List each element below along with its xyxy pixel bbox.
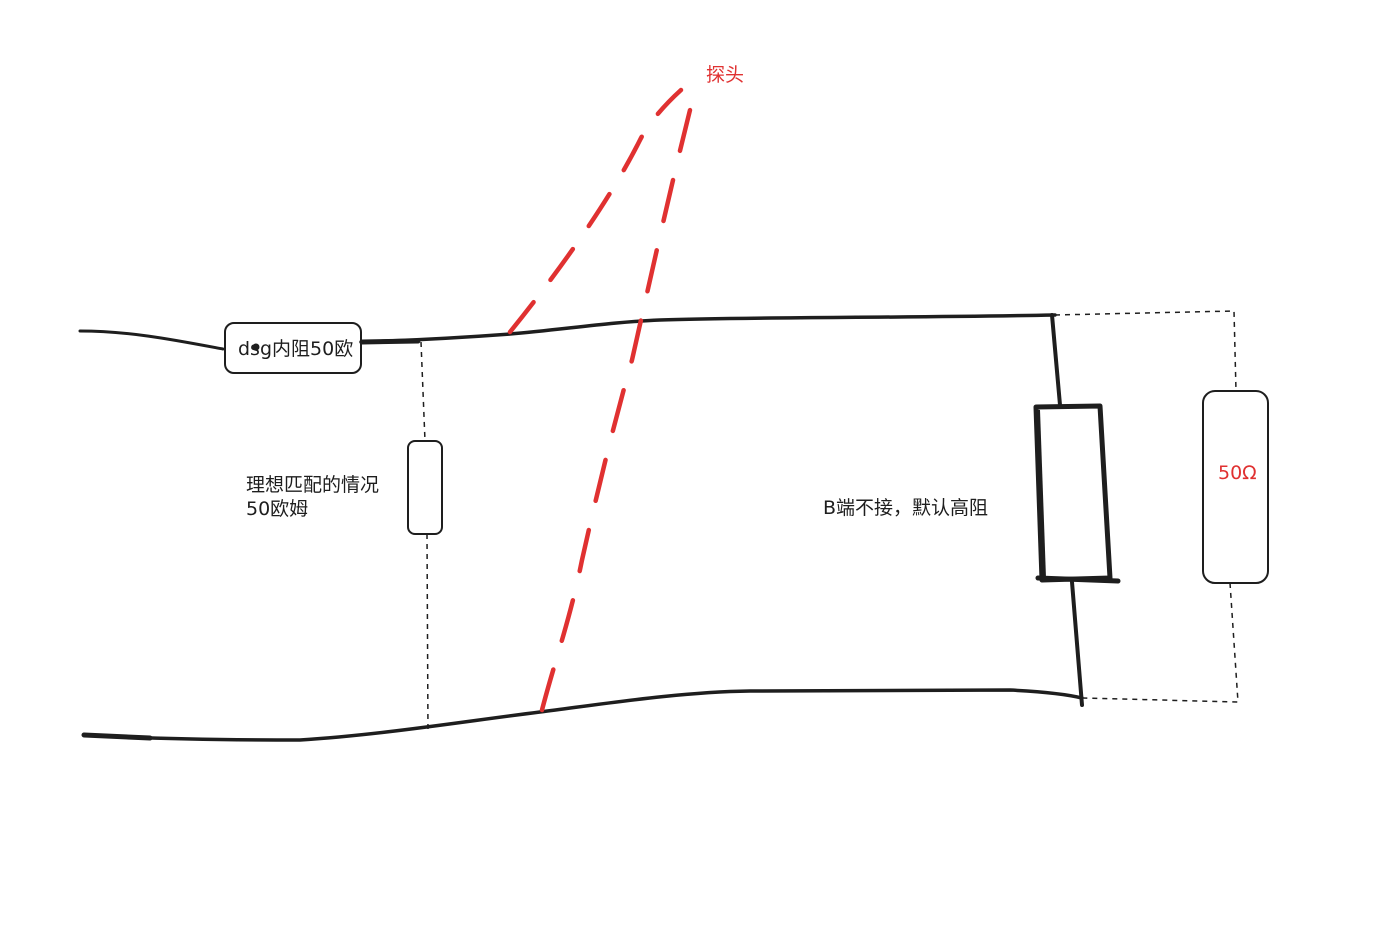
probe-line-left	[507, 87, 684, 335]
load-dash-top	[1054, 310, 1237, 392]
b-end-resistor-bottom-bar	[1035, 575, 1121, 584]
ideal-load-dash-top	[420, 341, 426, 442]
probe-label: 探头	[706, 64, 745, 86]
source-dot	[252, 343, 260, 351]
ideal-match-line2: 50欧姆	[246, 498, 309, 520]
input-wire	[78, 329, 225, 351]
source-box	[224, 322, 362, 374]
ideal-match-line1: 理想匹配的情况	[246, 474, 380, 496]
source-label: dsg内阻50欧	[238, 338, 354, 360]
b-end-lead-top	[1050, 313, 1062, 407]
ideal-match-label: 理想匹配的情况 50欧姆	[246, 473, 416, 521]
probe-line-right	[539, 107, 693, 713]
top-line	[359, 313, 1057, 344]
b-end-lead-bottom	[1070, 580, 1084, 707]
top-line-thick-start	[359, 338, 421, 345]
load-value-label: 50Ω	[1218, 462, 1257, 484]
load-dash-bottom	[1081, 582, 1239, 703]
ideal-load-resistor	[407, 440, 443, 535]
bottom-line-thick-start	[81, 732, 153, 741]
b-end-resistor	[1033, 403, 1113, 583]
b-end-label: B端不接，默认高阻	[823, 497, 989, 519]
bottom-line	[82, 688, 1084, 742]
ideal-load-dash-bottom	[426, 533, 429, 735]
load-resistor-50ohm	[1202, 390, 1269, 584]
b-end-resistor-inner-left	[1036, 409, 1046, 579]
